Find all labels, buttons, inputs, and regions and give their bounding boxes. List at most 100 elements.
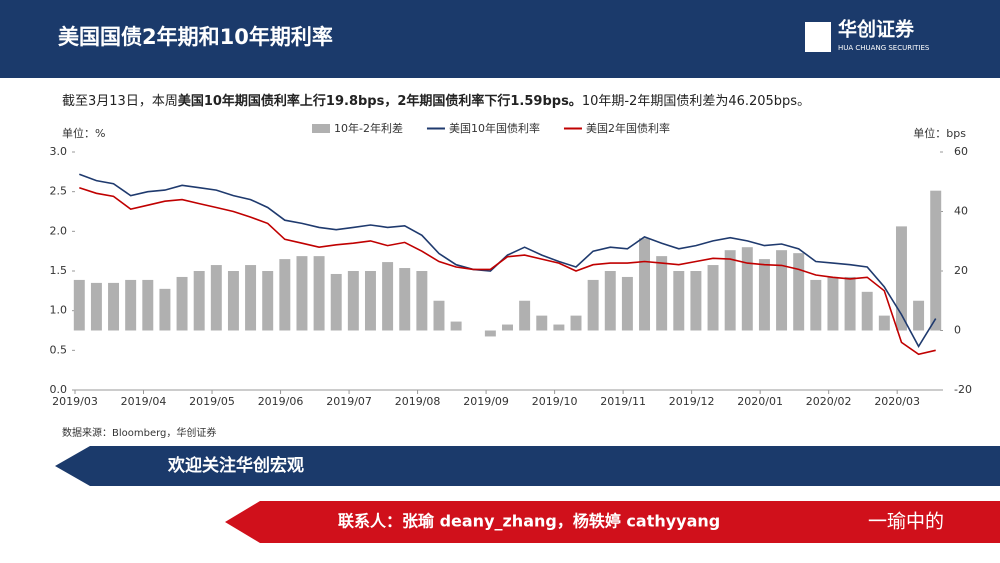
spread-bar (125, 279, 137, 331)
x-tick-label: 2019/08 (395, 395, 441, 408)
y-axis-label: 单位：% (62, 126, 105, 140)
x-tick-label: 2019/05 (189, 395, 235, 408)
rate-line (79, 173, 937, 349)
x-tick-label: 2019/10 (532, 395, 578, 408)
y-tick-label: 2.5 (50, 185, 68, 198)
spread-bar (159, 288, 171, 331)
spread-bar (793, 253, 805, 331)
logo-en: HUA CHUANG SECURITIES (838, 44, 930, 52)
spread-bar (553, 324, 565, 331)
legend-swatch (312, 124, 330, 133)
legend-label: 10年-2年利差 (334, 121, 403, 135)
y-tick-label: 0.5 (50, 343, 68, 356)
y-tick-label: 3.0 (50, 145, 68, 158)
spread-bar (536, 315, 548, 331)
spread-bar (176, 276, 188, 331)
spread-bar (227, 271, 239, 331)
spread-bar (741, 247, 753, 331)
spread-bar (210, 265, 222, 331)
y2-tick-label: 20 (954, 264, 968, 277)
x-tick-label: 2019/03 (52, 395, 98, 408)
spread-bar (296, 256, 308, 331)
spread-bar (313, 256, 325, 331)
subtitle-part: 美国10年期国债利率上行19.8bps，2年期国债利率下行1.59bps。 (178, 93, 582, 109)
slide-title: 美国国债2年期和10年期利率 (58, 25, 333, 49)
x-tick-label: 2019/11 (600, 395, 646, 408)
x-tick-label: 2020/01 (737, 395, 783, 408)
spread-bar (399, 268, 411, 331)
y-tick-label: 1.5 (50, 264, 68, 277)
spread-bar (484, 330, 496, 337)
spread-bar (450, 321, 462, 331)
spread-bar (73, 279, 85, 331)
y-tick-label: 0.0 (50, 383, 68, 396)
spread-bar (570, 315, 582, 331)
spread-bar (690, 271, 702, 331)
spread-bar (844, 276, 856, 331)
spread-bar (433, 300, 445, 331)
watermark: 一瑜中的 (868, 511, 944, 533)
spread-bar (913, 300, 925, 331)
x-tick-label: 2019/04 (121, 395, 167, 408)
y2-axis-label: 单位：bps (913, 126, 966, 140)
spread-bar (604, 271, 616, 331)
y2-tick-label: 40 (954, 205, 968, 218)
spread-bar (827, 276, 839, 331)
subtitle-part: 10年期-2年期国债利差为46.205bps。 (582, 94, 810, 109)
spread-bar (776, 250, 788, 331)
spread-bar (724, 250, 736, 331)
x-tick-label: 2019/07 (326, 395, 372, 408)
spread-bar (416, 271, 428, 331)
logo-icon (805, 22, 831, 52)
spread-bar (758, 259, 770, 331)
spread-bar (245, 265, 257, 331)
x-tick-label: 2020/03 (874, 395, 920, 408)
follow-banner (55, 446, 1000, 486)
spread-bar (895, 226, 907, 331)
spread-bar (707, 265, 719, 331)
x-tick-label: 2019/06 (258, 395, 304, 408)
spread-bar (502, 324, 513, 331)
spread-bar (673, 271, 685, 331)
spread-bar (347, 271, 359, 331)
y2-tick-label: 0 (954, 324, 961, 337)
spread-bar (279, 259, 291, 331)
contact-banner (225, 501, 1000, 543)
logo-text: 华创证券 (838, 18, 915, 41)
x-tick-label: 2019/12 (669, 395, 715, 408)
y2-tick-label: 60 (954, 145, 968, 158)
spread-bar (861, 291, 873, 331)
legend: 10年-2年利差 美国10年国债利率 美国2年国债利率 (312, 121, 670, 135)
legend-label: 美国2年国债利率 (586, 121, 670, 135)
spread-bar (587, 279, 599, 331)
follow-text: 欢迎关注华创宏观 (167, 455, 304, 476)
spread-bar (930, 190, 942, 331)
spread-bar (656, 256, 668, 331)
spread-bar (262, 271, 274, 331)
y2-tick-label: -20 (954, 383, 972, 396)
spread-bar (639, 238, 651, 331)
spread-bar (330, 273, 342, 331)
x-tick-label: 2020/02 (806, 395, 852, 408)
subtitle: 截至3月13日，本周美国10年期国债利率上行19.8bps，2年期国债利率下行1… (62, 93, 810, 109)
legend-label: 美国10年国债利率 (449, 121, 540, 135)
spread-bar (90, 282, 102, 331)
spread-bar (193, 271, 205, 331)
spread-bar (364, 271, 376, 331)
subtitle-part: 截至3月13日，本周 (62, 94, 178, 109)
rate-line (79, 186, 936, 356)
spread-bar (878, 315, 890, 331)
spread-bar (108, 282, 120, 331)
spread-bar (382, 262, 394, 331)
header-bar (0, 0, 1000, 78)
source: 数据来源：Bloomberg，华创证券 (62, 426, 216, 439)
spread-bar (621, 276, 633, 331)
spread-bar (142, 279, 154, 331)
contact-text: 联系人：张瑜 deany_zhang，杨轶婷 cathyyang (338, 512, 720, 531)
y-tick-label: 1.0 (50, 304, 68, 317)
y-tick-label: 2.0 (50, 224, 68, 237)
x-tick-label: 2019/09 (463, 395, 509, 408)
spread-bar (519, 300, 531, 331)
spread-bar (810, 279, 822, 331)
